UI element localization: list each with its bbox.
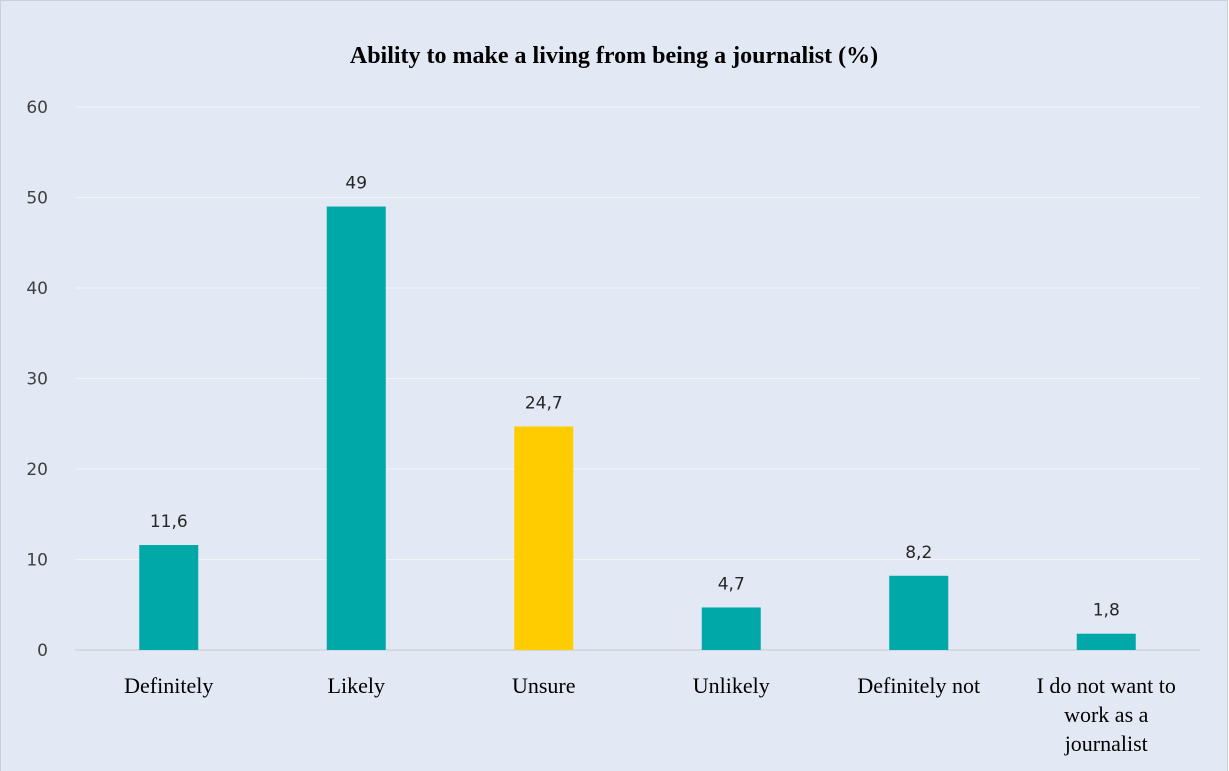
bars — [139, 206, 1136, 651]
x-tick-label: Unlikely — [693, 673, 770, 698]
x-tick-label: Likely — [328, 673, 385, 698]
x-tick-label: Definitely not — [857, 673, 980, 698]
data-label: 4,7 — [718, 574, 745, 594]
bar-unlikely — [701, 607, 761, 650]
x-axis-labels: Definitely Likely Unsure Unlikely Definitely… — [124, 673, 1176, 756]
y-tick-label: 20 — [26, 460, 48, 480]
data-label: 1,8 — [1093, 601, 1120, 621]
y-tick-label: 10 — [26, 551, 48, 571]
data-label: 8,2 — [905, 543, 932, 563]
bar-definitely — [139, 545, 199, 650]
x-tick-label: Unsure — [512, 673, 576, 698]
y-tick-label: 60 — [26, 98, 48, 118]
data-label: 24,7 — [525, 393, 563, 413]
gridlines — [75, 106, 1200, 651]
x-tick-label: Definitely — [124, 673, 213, 698]
y-tick-label: 50 — [26, 189, 48, 209]
bar-definitely-not — [889, 575, 949, 650]
chart-title: Ability to make a living from being a jo… — [350, 43, 878, 69]
data-label: 49 — [345, 174, 367, 194]
bar-unsure — [514, 426, 574, 650]
bar-i-do-not-want-to-work-as-a-journalist — [1076, 633, 1136, 650]
y-tick-label: 40 — [26, 279, 48, 299]
y-tick-label: 0 — [37, 641, 48, 661]
x-tick-label: I do not want to work as a journalist — [1037, 673, 1176, 756]
y-axis-ticks: 0 10 20 30 40 50 60 — [26, 98, 48, 661]
data-labels: 11,6 49 24,7 4,7 8,2 1,8 — [150, 174, 1120, 621]
data-label: 11,6 — [150, 512, 188, 532]
y-tick-label: 30 — [26, 370, 48, 390]
bar-likely — [326, 206, 386, 651]
